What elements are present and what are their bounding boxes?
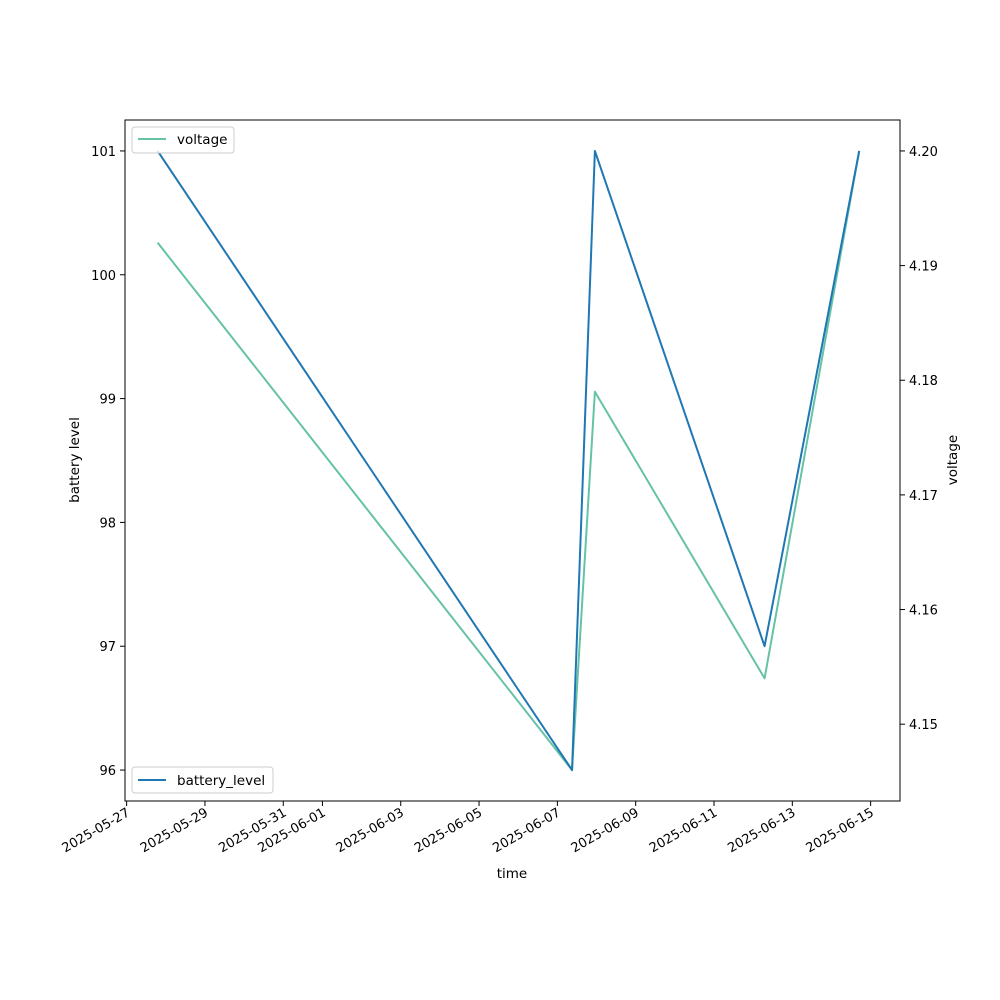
y-left-tick-label: 101 <box>91 145 116 160</box>
series-line-voltage <box>156 150 861 772</box>
series-layer <box>156 149 861 772</box>
y-left-axis-label: battery level <box>67 417 83 503</box>
x-axis-label: time <box>497 866 528 882</box>
y-left-tick-label: 98 <box>99 516 116 531</box>
y-right-tick-label: 4.15 <box>909 718 938 733</box>
legend-voltage-label: voltage <box>177 132 227 148</box>
y-right-axis-label: voltage <box>945 435 961 485</box>
plot-frame <box>124 119 901 802</box>
legend-battery-level: battery_level <box>131 766 274 794</box>
y-right-tick-label: 4.19 <box>909 260 938 275</box>
y-left-tick-label: 96 <box>99 764 116 779</box>
y-left-axis: 96 97 98 99 100 101 <box>91 145 125 779</box>
y-right-axis: 4.15 4.16 4.17 4.18 4.19 4.20 <box>900 145 938 733</box>
y-right-tick-label: 4.18 <box>909 374 938 389</box>
legend-battery-level-box <box>131 766 274 794</box>
series-line-battery-level <box>156 149 861 772</box>
legend-voltage-box <box>131 126 235 154</box>
y-left-tick-label: 99 <box>99 393 116 408</box>
y-right-tick-label: 4.16 <box>909 604 938 619</box>
legend-voltage: voltage <box>131 126 235 154</box>
y-left-tick-label: 97 <box>99 640 116 655</box>
y-right-tick-label: 4.17 <box>909 489 938 504</box>
y-left-tick-label: 100 <box>91 269 116 284</box>
legend-battery-level-label: battery_level <box>177 773 265 789</box>
y-right-tick-label: 4.20 <box>909 145 938 160</box>
